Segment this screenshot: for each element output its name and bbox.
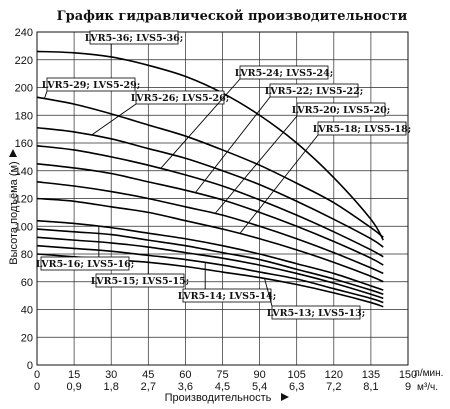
x-tick-label-m3h: 4,5 <box>215 381 230 393</box>
x-tick-label-lpm: 45 <box>142 369 154 381</box>
curve-lvr26 <box>36 144 384 258</box>
x-tick-label-m3h: 3,6 <box>178 381 193 393</box>
x-tick-label-lpm: 120 <box>325 369 343 381</box>
y-axis-label-group: Высота подъёма (м) <box>8 149 20 265</box>
x-tick-label-lpm: 90 <box>253 369 265 381</box>
callout-label: LVR5-13; LVS5-13; <box>267 308 365 319</box>
callout-label: LVR5-16; LVS5-16; <box>36 259 134 270</box>
callout-box <box>239 65 329 80</box>
callout-label: LVR5-18; LVS5-18; <box>313 124 411 135</box>
x-tick-label-m3h: 6,3 <box>289 381 304 393</box>
x-tick-label-m3h: 7,2 <box>326 381 341 393</box>
x-tick-label-m3h: 1,8 <box>104 381 119 393</box>
x-tick-label-m3h: 5,4 <box>252 381 267 393</box>
callout-label: LVR5-36; LVS5-36; <box>85 33 183 44</box>
callout-leader <box>194 96 271 194</box>
x-tick-label-m3h: 2,7 <box>141 381 156 393</box>
y-tick-label: 0 <box>27 360 33 372</box>
x-axis-label-group: Производительность <box>165 392 289 404</box>
x-tick-label-lpm: 105 <box>288 369 306 381</box>
y-tick-label: 240 <box>15 27 33 39</box>
y-tick-label: 140 <box>15 166 33 178</box>
curve-lvr18 <box>36 219 384 291</box>
x-tick-label-m3h: 0,9 <box>66 381 81 393</box>
callout-leader <box>43 90 48 99</box>
x-unit-lpm: л/мин. <box>414 368 443 379</box>
x-tick-label-lpm: 135 <box>362 369 380 381</box>
curve-lvr24 <box>36 163 384 266</box>
callout-label: LVR5-26; LVS5-26; <box>131 93 229 104</box>
callout-leader <box>239 134 319 234</box>
x-axis-label: Производительность <box>165 392 272 404</box>
callout-label: LVR5-14; LVS5-14; <box>178 291 276 302</box>
callout-layer: LVR5-36; LVS5-36; LVR5-29; LVS5-29; LVR5-2… <box>36 30 411 320</box>
curve-lvr14 <box>36 244 384 304</box>
callout-label: LVR5-24; LVS5-24; <box>235 68 333 79</box>
y-tick-label: 200 <box>15 83 33 95</box>
callout-box <box>271 305 361 320</box>
y-tick-label: 180 <box>15 110 33 122</box>
y-tick-label: 20 <box>21 332 33 344</box>
y-axis-label: Высота подъёма (м) <box>8 161 20 264</box>
y-tick-label: 40 <box>21 305 33 317</box>
x-tick-label-lpm: 75 <box>216 369 228 381</box>
curve-lvr20 <box>36 197 384 283</box>
y-tick-label: 220 <box>15 55 33 67</box>
curve-lvr15 <box>36 236 384 300</box>
x-tick-label-m3h: 9 <box>405 381 411 393</box>
callout-leader <box>214 115 298 214</box>
y-tick-label: 160 <box>15 138 33 150</box>
callout-box <box>46 77 136 92</box>
callout-box <box>269 83 359 98</box>
x-axis-arrow-icon <box>281 393 289 401</box>
callout-box <box>317 121 407 136</box>
chart-title: График гидравлической производительности <box>57 9 408 24</box>
x-tick-label-lpm: 30 <box>105 369 117 381</box>
callout-box <box>182 288 272 303</box>
callout-box <box>296 102 386 117</box>
curve-lvr22 <box>36 181 384 275</box>
y-tick-label: 120 <box>15 194 33 206</box>
callout-box <box>95 273 185 288</box>
callout-box <box>40 256 130 271</box>
x-unit-m3h: м³/ч. <box>417 382 438 393</box>
callout-label: LVR5-15; LVS5-15; <box>91 276 189 287</box>
y-axis-arrow-icon <box>9 149 17 157</box>
tick-layer: 0 20 40 60 80 100 120 140 160 180 200 220 240 00 150,9… <box>15 27 418 393</box>
x-tick-label-lpm: 150 <box>399 369 417 381</box>
curve-lvr16 <box>36 228 384 295</box>
callout-label: LVR5-22; LVS5-22; <box>265 86 363 97</box>
callout-label: LVR5-20; LVS5-20; <box>292 105 390 116</box>
x-tick-label-lpm: 60 <box>179 369 191 381</box>
y-tick-label: 100 <box>15 221 33 233</box>
callout-leader <box>160 78 241 169</box>
x-tick-label-m3h: 8,1 <box>363 381 378 393</box>
curve-lvr29 <box>36 126 384 248</box>
callout-box <box>89 30 179 45</box>
callout-leader <box>91 103 137 136</box>
x-tick-label-m3h: 0 <box>34 381 40 393</box>
y-tick-label: 80 <box>21 249 33 261</box>
callout-leader <box>264 278 273 307</box>
curve-lvr32 <box>36 96 384 238</box>
x-tick-label-lpm: 0 <box>34 369 40 381</box>
callout-label: LVR5-29; LVS5-29; <box>42 80 140 91</box>
y-tick-label: 60 <box>21 277 33 289</box>
x-tick-label-lpm: 15 <box>68 369 80 381</box>
